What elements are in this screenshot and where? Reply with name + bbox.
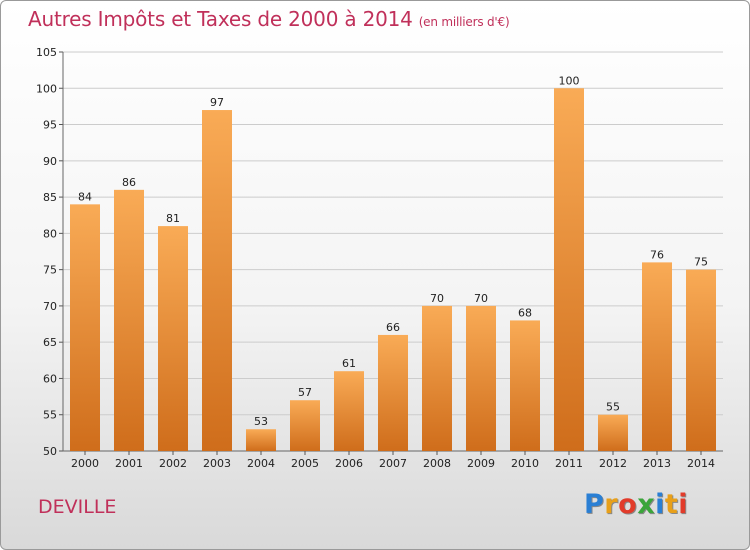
x-tick-label: 2001: [115, 457, 143, 470]
x-tick-label: 2008: [423, 457, 451, 470]
y-tick-label: 50: [43, 445, 57, 458]
x-tick-label: 2014: [687, 457, 715, 470]
bar-value-label: 68: [518, 306, 532, 319]
y-tick-label: 75: [43, 264, 57, 277]
y-tick-label: 65: [43, 336, 57, 349]
chart-subtitle: (en milliers d'€): [418, 15, 510, 29]
bar: [466, 305, 496, 451]
x-tick-label: 2005: [291, 457, 319, 470]
y-tick-label: 105: [36, 46, 57, 59]
bar-value-label: 70: [430, 292, 444, 305]
bar: [510, 320, 540, 451]
bar: [114, 189, 144, 451]
bar: [334, 371, 364, 451]
bar-value-label: 75: [694, 256, 708, 269]
x-tick-label: 2009: [467, 457, 495, 470]
y-tick-label: 85: [43, 191, 57, 204]
x-tick-label: 2011: [555, 457, 583, 470]
bar-value-label: 53: [254, 415, 268, 428]
logo-letter: r: [604, 489, 619, 520]
x-tick-label: 2012: [599, 457, 627, 470]
y-tick-label: 80: [43, 227, 57, 240]
bar-value-label: 76: [650, 248, 664, 261]
x-tick-label: 2010: [511, 457, 539, 470]
bar-value-label: 81: [166, 212, 180, 225]
y-tick-label: 60: [43, 372, 57, 385]
bar-value-label: 66: [386, 321, 400, 334]
logo-letter: x: [637, 489, 656, 520]
x-tick-label: 2002: [159, 457, 187, 470]
y-tick-label: 100: [36, 82, 57, 95]
x-tick-label: 2000: [71, 457, 99, 470]
logo-letter: i: [678, 489, 689, 520]
chart-title: Autres Impôts et Taxes de 2000 à 2014 (en…: [28, 7, 510, 31]
bar-value-label: 97: [210, 96, 224, 109]
bar: [246, 429, 276, 451]
bar-value-label: 70: [474, 292, 488, 305]
bar: [554, 88, 584, 451]
city-name: DEVILLE: [38, 496, 117, 518]
x-tick-label: 2003: [203, 457, 231, 470]
logo-letter: i: [655, 489, 665, 520]
bar-value-label: 55: [606, 401, 620, 414]
bar-value-label: 57: [298, 386, 312, 399]
x-tick-label: 2006: [335, 457, 363, 470]
logo-letter: P: [584, 489, 605, 520]
logo-letter: o: [618, 489, 638, 520]
bar-value-label: 61: [342, 357, 356, 370]
bar: [378, 334, 408, 451]
bar: [202, 110, 232, 451]
bar-value-label: 86: [122, 176, 136, 189]
bar: [686, 269, 716, 451]
bar: [290, 400, 320, 451]
y-tick-label: 55: [43, 409, 57, 422]
bar: [642, 262, 672, 451]
proxiti-logo: Proxiti: [584, 489, 688, 520]
x-tick-label: 2004: [247, 457, 275, 470]
x-tick-label: 2013: [643, 457, 671, 470]
bar: [70, 204, 100, 451]
bar-value-label: 84: [78, 190, 92, 203]
bar-value-label: 100: [559, 74, 580, 87]
bar: [158, 226, 188, 451]
x-tick-label: 2007: [379, 457, 407, 470]
y-tick-label: 95: [43, 119, 57, 132]
chart-title-text: Autres Impôts et Taxes de 2000 à 2014: [28, 7, 413, 31]
bar: [422, 305, 452, 451]
y-tick-label: 90: [43, 155, 57, 168]
bar: [598, 414, 628, 451]
y-tick-label: 70: [43, 300, 57, 313]
logo-letter: t: [664, 489, 679, 520]
